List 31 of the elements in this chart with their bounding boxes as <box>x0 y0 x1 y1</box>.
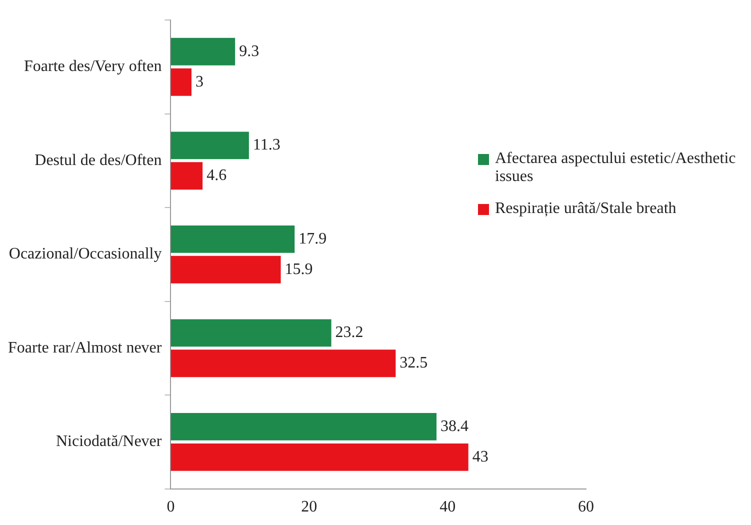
bar <box>170 162 203 190</box>
data-label: 4.6 <box>206 167 227 184</box>
data-label: 43 <box>472 448 488 466</box>
bar <box>170 68 192 96</box>
x-tick-label: 40 <box>440 498 456 516</box>
x-tick-label: 0 <box>166 498 175 516</box>
bar <box>170 443 468 471</box>
bar <box>170 350 396 378</box>
data-label: 15.9 <box>284 260 313 278</box>
data-label: 17.9 <box>298 230 327 248</box>
legend-label: Respirație urâtă/Stale breath <box>495 200 676 218</box>
y-tick-label: Foarte rar/Almost never <box>8 339 162 356</box>
legend-label: Afectarea aspectului estetic/Aesthetic issues <box>495 150 737 186</box>
y-tick-label: Ocazional/Occasionally <box>8 246 162 263</box>
y-tick-label: Foarte des/Very often <box>24 58 162 76</box>
data-label: 38.4 <box>440 418 468 435</box>
bar <box>170 132 249 160</box>
data-label: 11.3 <box>252 136 280 154</box>
y-tick-label: Niciodată/Never <box>56 433 162 450</box>
x-tick-label: 60 <box>578 498 594 516</box>
bar <box>170 412 436 440</box>
bar <box>170 38 236 66</box>
data-label: 23.2 <box>335 324 364 342</box>
data-label: 9.3 <box>239 42 260 60</box>
bar <box>170 256 281 284</box>
data-label: 3 <box>195 73 204 90</box>
bar <box>170 225 295 253</box>
x-tick-label: 20 <box>301 498 318 516</box>
y-tick-label: Destul de des/Often <box>34 152 162 169</box>
bar <box>170 319 332 347</box>
data-label: 32.5 <box>400 354 428 372</box>
